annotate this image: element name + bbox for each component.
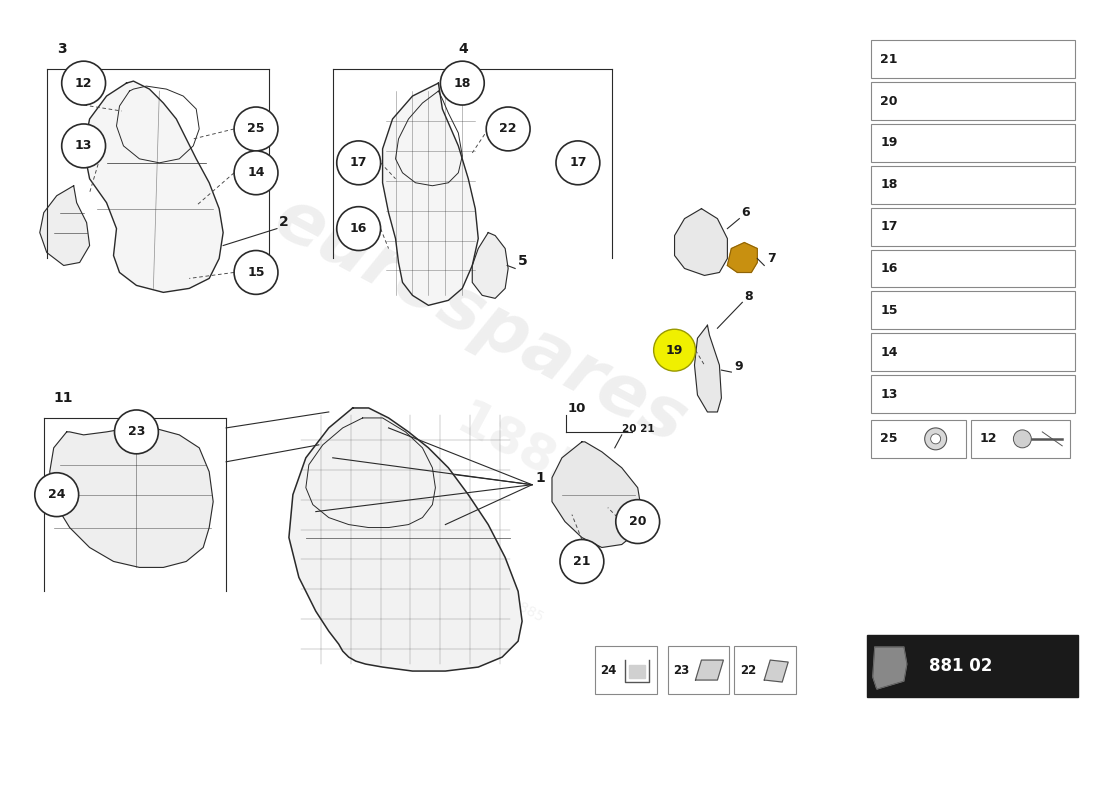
FancyBboxPatch shape: [668, 646, 729, 694]
Circle shape: [556, 141, 600, 185]
FancyBboxPatch shape: [871, 250, 1075, 287]
Text: 4: 4: [459, 42, 469, 56]
Text: 24: 24: [601, 663, 617, 677]
Text: 1: 1: [535, 470, 544, 485]
Text: 5: 5: [518, 254, 528, 269]
Text: 17: 17: [569, 156, 586, 170]
Text: 8: 8: [745, 290, 752, 303]
FancyBboxPatch shape: [871, 82, 1075, 120]
FancyBboxPatch shape: [871, 124, 1075, 162]
Circle shape: [337, 141, 381, 185]
Text: 6: 6: [741, 206, 750, 218]
FancyBboxPatch shape: [970, 420, 1070, 458]
FancyBboxPatch shape: [871, 375, 1075, 413]
Polygon shape: [40, 186, 89, 266]
Text: 11: 11: [54, 391, 74, 405]
Text: 14: 14: [248, 166, 265, 179]
Text: a passion for parts since 1885: a passion for parts since 1885: [354, 514, 547, 625]
Text: 13: 13: [880, 387, 898, 401]
Circle shape: [35, 473, 78, 517]
Circle shape: [62, 124, 106, 168]
Circle shape: [234, 250, 278, 294]
Text: 2: 2: [279, 214, 288, 229]
Circle shape: [931, 434, 940, 444]
Text: 25: 25: [880, 432, 898, 446]
Text: 20 21: 20 21: [621, 424, 654, 434]
Text: 19: 19: [880, 136, 898, 150]
Text: 9: 9: [735, 360, 743, 373]
Circle shape: [616, 500, 660, 543]
Text: 1885: 1885: [448, 396, 593, 504]
Text: 18: 18: [453, 77, 471, 90]
FancyBboxPatch shape: [871, 291, 1075, 330]
Polygon shape: [84, 81, 223, 292]
Polygon shape: [695, 660, 724, 680]
Polygon shape: [727, 242, 757, 273]
Text: 12: 12: [980, 432, 998, 446]
Text: 13: 13: [75, 139, 92, 152]
Text: 23: 23: [128, 426, 145, 438]
FancyBboxPatch shape: [867, 635, 1078, 697]
Text: 10: 10: [568, 402, 586, 415]
Text: 15: 15: [880, 304, 898, 317]
Text: 21: 21: [573, 555, 591, 568]
Polygon shape: [764, 660, 789, 682]
Circle shape: [114, 410, 158, 454]
Text: 15: 15: [248, 266, 265, 279]
Circle shape: [234, 151, 278, 194]
Text: 14: 14: [880, 346, 898, 358]
Circle shape: [337, 206, 381, 250]
Polygon shape: [674, 209, 727, 275]
Text: 7: 7: [767, 253, 775, 266]
Text: 18: 18: [880, 178, 898, 191]
Circle shape: [653, 330, 695, 371]
Circle shape: [62, 61, 106, 105]
Text: 16: 16: [880, 262, 898, 275]
Polygon shape: [552, 442, 641, 547]
Circle shape: [1013, 430, 1032, 448]
Polygon shape: [873, 647, 906, 689]
Circle shape: [486, 107, 530, 151]
Text: eurospares: eurospares: [263, 182, 698, 458]
Polygon shape: [383, 83, 478, 306]
Text: 881 02: 881 02: [928, 657, 992, 675]
Text: 24: 24: [48, 488, 66, 501]
Circle shape: [925, 428, 947, 450]
FancyBboxPatch shape: [735, 646, 796, 694]
Text: 3: 3: [57, 42, 66, 56]
Polygon shape: [472, 233, 508, 298]
Text: 21: 21: [880, 53, 898, 66]
Polygon shape: [694, 326, 722, 412]
Text: 17: 17: [350, 156, 367, 170]
Text: 17: 17: [880, 220, 898, 233]
Text: 20: 20: [629, 515, 647, 528]
Polygon shape: [629, 665, 645, 678]
FancyBboxPatch shape: [871, 420, 966, 458]
Text: 22: 22: [740, 663, 757, 677]
FancyBboxPatch shape: [871, 208, 1075, 246]
Text: 12: 12: [75, 77, 92, 90]
Circle shape: [560, 539, 604, 583]
Circle shape: [440, 61, 484, 105]
FancyBboxPatch shape: [871, 166, 1075, 204]
Text: 23: 23: [673, 663, 690, 677]
Text: 19: 19: [666, 344, 683, 357]
Polygon shape: [50, 428, 213, 567]
Text: 16: 16: [350, 222, 367, 235]
Text: 20: 20: [880, 94, 898, 107]
Polygon shape: [289, 408, 522, 671]
FancyBboxPatch shape: [871, 40, 1075, 78]
Text: 22: 22: [499, 122, 517, 135]
FancyBboxPatch shape: [595, 646, 657, 694]
Circle shape: [234, 107, 278, 151]
FancyBboxPatch shape: [871, 334, 1075, 371]
Text: 25: 25: [248, 122, 265, 135]
